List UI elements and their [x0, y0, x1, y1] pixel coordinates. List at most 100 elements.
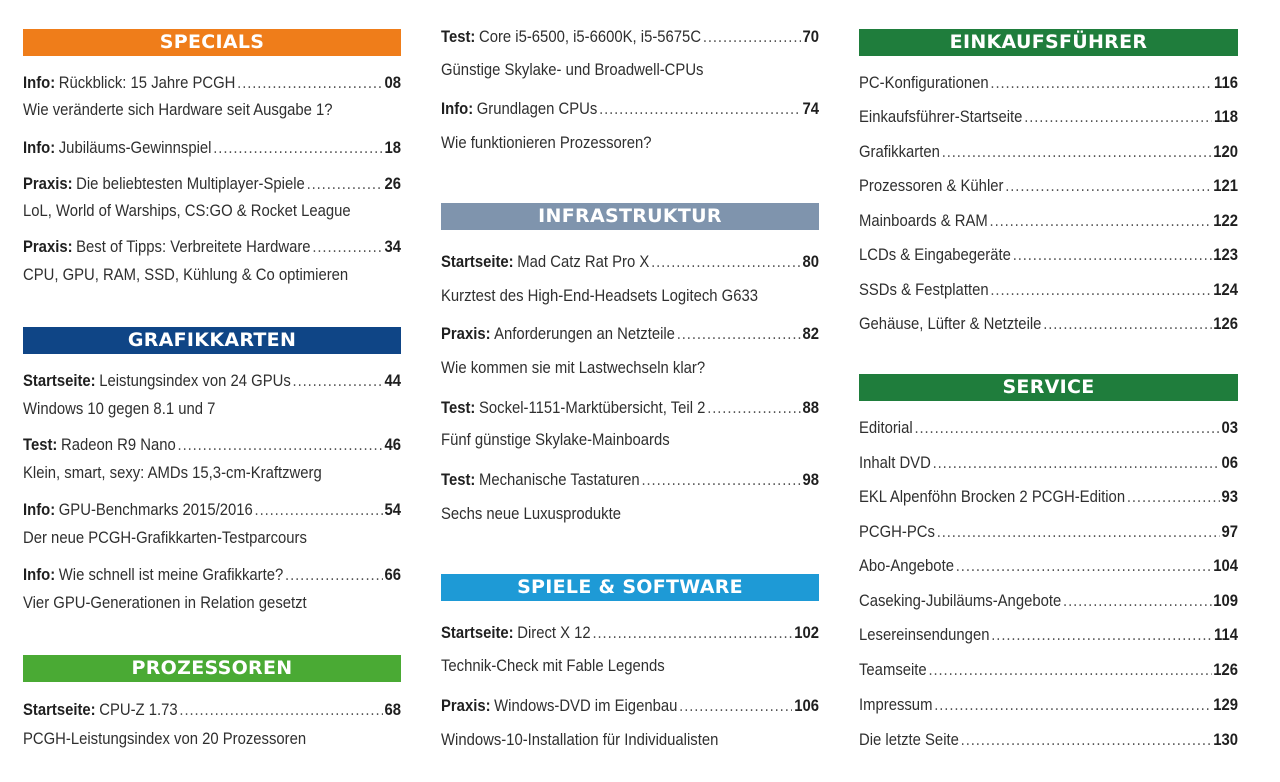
toc-entry[interactable]: Einkaufsführer-Startseite 118 — [859, 104, 1238, 130]
entry-title: GPU-Benchmarks 2015/2016 — [58, 501, 253, 519]
entry-category: Praxis: — [23, 238, 73, 256]
toc-entry[interactable]: Info: Wie schnell ist meine Grafikkarte?… — [23, 562, 401, 588]
leader-dots — [707, 395, 800, 421]
toc-entry[interactable]: Grafikkarten 120 — [859, 139, 1238, 165]
entry-subtitle: Der neue PCGH-Grafikkarten-Testparcours — [23, 529, 307, 547]
entry-page: 120 — [1213, 143, 1238, 161]
entry-title: SSDs & Festplatten — [859, 281, 989, 299]
entry-subtitle: Sechs neue Luxusprodukte — [441, 505, 621, 523]
toc-entry[interactable]: Info: Rückblick: 15 Jahre PCGH 08 — [23, 70, 401, 96]
leader-dots — [293, 368, 383, 394]
entry-title: PC-Konfigurationen — [859, 74, 989, 92]
leader-dots — [937, 519, 1220, 545]
entry-title: Anforderungen an Netzteile — [494, 325, 675, 343]
entry-page: 46 — [384, 436, 401, 454]
leader-dots — [1127, 484, 1220, 510]
toc-entry[interactable]: SSDs & Festplatten 124 — [859, 277, 1238, 303]
entry-subtitle: Technik-Check mit Fable Legends — [441, 657, 665, 675]
toc-entry[interactable]: Praxis: Best of Tipps: Verbreitete Hardw… — [23, 234, 401, 260]
leader-dots — [641, 467, 800, 493]
entry-page: 98 — [802, 471, 819, 489]
entry-page: 129 — [1213, 696, 1238, 714]
leader-dots — [991, 622, 1212, 648]
entry-page: 34 — [384, 238, 401, 256]
toc-entry[interactable]: Info: Jubiläums-Gewinnspiel 18 — [23, 135, 401, 161]
toc-entry[interactable]: Impressum 129 — [859, 692, 1238, 718]
entry-page: 80 — [802, 253, 819, 271]
entry-title: PCGH-PCs — [859, 523, 935, 541]
entry-category: Test: — [441, 28, 476, 46]
entry-page: 88 — [802, 399, 819, 417]
entry-subtitle: LoL, World of Warships, CS:GO & Rocket L… — [23, 202, 351, 220]
entry-page: 06 — [1221, 454, 1238, 472]
entry-page: 124 — [1213, 281, 1238, 299]
entry-category: Startseite: — [23, 701, 96, 719]
entry-title: Direct X 12 — [517, 624, 591, 642]
entry-category: Praxis: — [441, 325, 491, 343]
leader-dots — [312, 234, 382, 260]
toc-entry[interactable]: Info: GPU-Benchmarks 2015/2016 54 — [23, 497, 401, 523]
entry-title: Die letzte Seite — [859, 731, 959, 749]
toc-entry[interactable]: Die letzte Seite 130 — [859, 727, 1238, 753]
leader-dots — [914, 415, 1219, 441]
toc-entry[interactable]: Startseite: Mad Catz Rat Pro X 80 — [441, 249, 819, 275]
toc-entry[interactable]: Praxis: Anforderungen an Netzteile 82 — [441, 321, 819, 347]
entry-page: 121 — [1213, 177, 1238, 195]
entry-page: 03 — [1221, 419, 1238, 437]
toc-entry[interactable]: Test: Mechanische Tastaturen 98 — [441, 467, 819, 493]
entry-subtitle: Windows 10 gegen 8.1 und 7 — [23, 400, 216, 418]
leader-dots — [285, 562, 383, 588]
toc-entry[interactable]: Info: Grundlagen CPUs 74 — [441, 96, 819, 122]
entry-page: 130 — [1213, 731, 1238, 749]
toc-entry[interactable]: Teamseite 126 — [859, 657, 1238, 683]
toc-entry[interactable]: PC-Konfigurationen 116 — [859, 70, 1238, 96]
leader-dots — [255, 497, 383, 523]
entry-title: Mechanische Tastaturen — [478, 471, 640, 489]
toc-entry[interactable]: PCGH-PCs 97 — [859, 519, 1238, 545]
entry-title: Caseking-Jubiläums-Angebote — [859, 592, 1062, 610]
section-header-specials: SPECIALS — [23, 29, 401, 56]
entry-title: Impressum — [859, 696, 933, 714]
toc-entry[interactable]: Gehäuse, Lüfter & Netzteile 126 — [859, 311, 1238, 337]
leader-dots — [990, 277, 1211, 303]
toc-entry[interactable]: EKL Alpenföhn Brocken 2 PCGH-Edition 93 — [859, 484, 1238, 510]
toc-entry[interactable]: Test: Radeon R9 Nano 46 — [23, 432, 401, 458]
entry-category: Praxis: — [441, 697, 491, 715]
entry-subtitle: Wie kommen sie mit Lastwechseln klar? — [441, 359, 706, 377]
toc-entry[interactable]: Praxis: Die beliebtesten Multiplayer-Spi… — [23, 171, 401, 197]
leader-dots — [651, 249, 801, 275]
entry-title: Mainboards & RAM — [859, 212, 988, 230]
entry-title: LCDs & Eingabegeräte — [859, 246, 1011, 264]
section-header-spiele-software: SPIELE & SOFTWARE — [441, 574, 819, 601]
toc-entry[interactable]: Test: Core i5-6500, i5-6600K, i5-5675C 7… — [441, 24, 819, 50]
entry-title: Windows-DVD im Eigenbau — [494, 697, 678, 715]
entry-page: 08 — [384, 74, 401, 92]
entry-category: Info: — [441, 100, 474, 118]
leader-dots — [677, 321, 801, 347]
entry-page: 68 — [384, 701, 401, 719]
toc-entry[interactable]: Editorial 03 — [859, 415, 1238, 441]
leader-dots — [592, 620, 792, 646]
toc-entry[interactable]: Lesereinsendungen 114 — [859, 622, 1238, 648]
toc-entry[interactable]: Inhalt DVD 06 — [859, 450, 1238, 476]
toc-entry[interactable]: Praxis: Windows-DVD im Eigenbau 106 — [441, 693, 819, 719]
entry-page: 116 — [1214, 74, 1238, 92]
toc-entry[interactable]: Startseite: CPU-Z 1.73 68 — [23, 697, 401, 723]
section-header-grafikkarten: GRAFIKKARTEN — [23, 327, 401, 354]
entry-page: 97 — [1221, 523, 1238, 541]
toc-entry[interactable]: Abo-Angebote 104 — [859, 553, 1238, 579]
entry-page: 106 — [794, 697, 819, 715]
toc-entry[interactable]: Startseite: Direct X 12 102 — [441, 620, 819, 646]
toc-entry[interactable]: Caseking-Jubiläums-Angebote 109 — [859, 588, 1238, 614]
toc-entry[interactable]: Test: Sockel-1151-Marktübersicht, Teil 2… — [441, 395, 819, 421]
leader-dots — [703, 24, 801, 50]
entry-category: Praxis: — [23, 175, 73, 193]
entry-title: Wie schnell ist meine Grafikkarte? — [58, 566, 284, 584]
entry-page: 102 — [794, 624, 819, 642]
leader-dots — [990, 70, 1212, 96]
toc-entry[interactable]: Startseite: Leistungsindex von 24 GPUs 4… — [23, 368, 401, 394]
entry-category: Test: — [441, 399, 476, 417]
toc-entry[interactable]: LCDs & Eingabegeräte 123 — [859, 242, 1238, 268]
toc-entry[interactable]: Prozessoren & Kühler 121 — [859, 173, 1238, 199]
toc-entry[interactable]: Mainboards & RAM 122 — [859, 208, 1238, 234]
